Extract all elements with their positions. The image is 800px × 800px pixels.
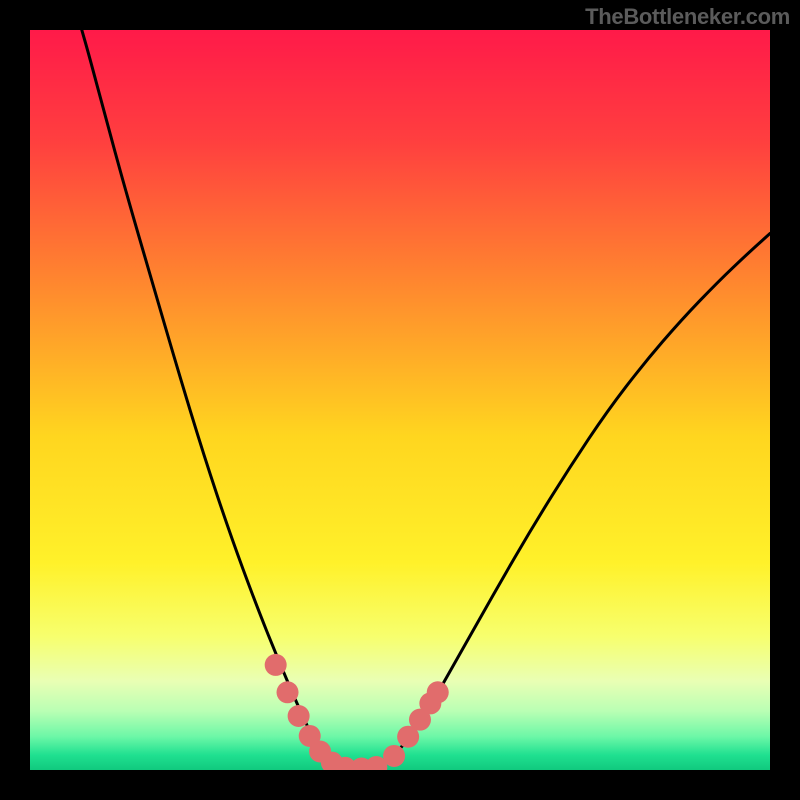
marker-point: [265, 654, 287, 676]
chart-frame: TheBottleneker.com: [0, 0, 800, 800]
plot-svg: [30, 30, 770, 770]
plot-background: [30, 30, 770, 770]
plot-area: [30, 30, 770, 770]
marker-point: [288, 705, 310, 727]
marker-point: [383, 745, 405, 767]
marker-point: [277, 681, 299, 703]
marker-point: [427, 681, 449, 703]
watermark-text: TheBottleneker.com: [585, 4, 790, 30]
